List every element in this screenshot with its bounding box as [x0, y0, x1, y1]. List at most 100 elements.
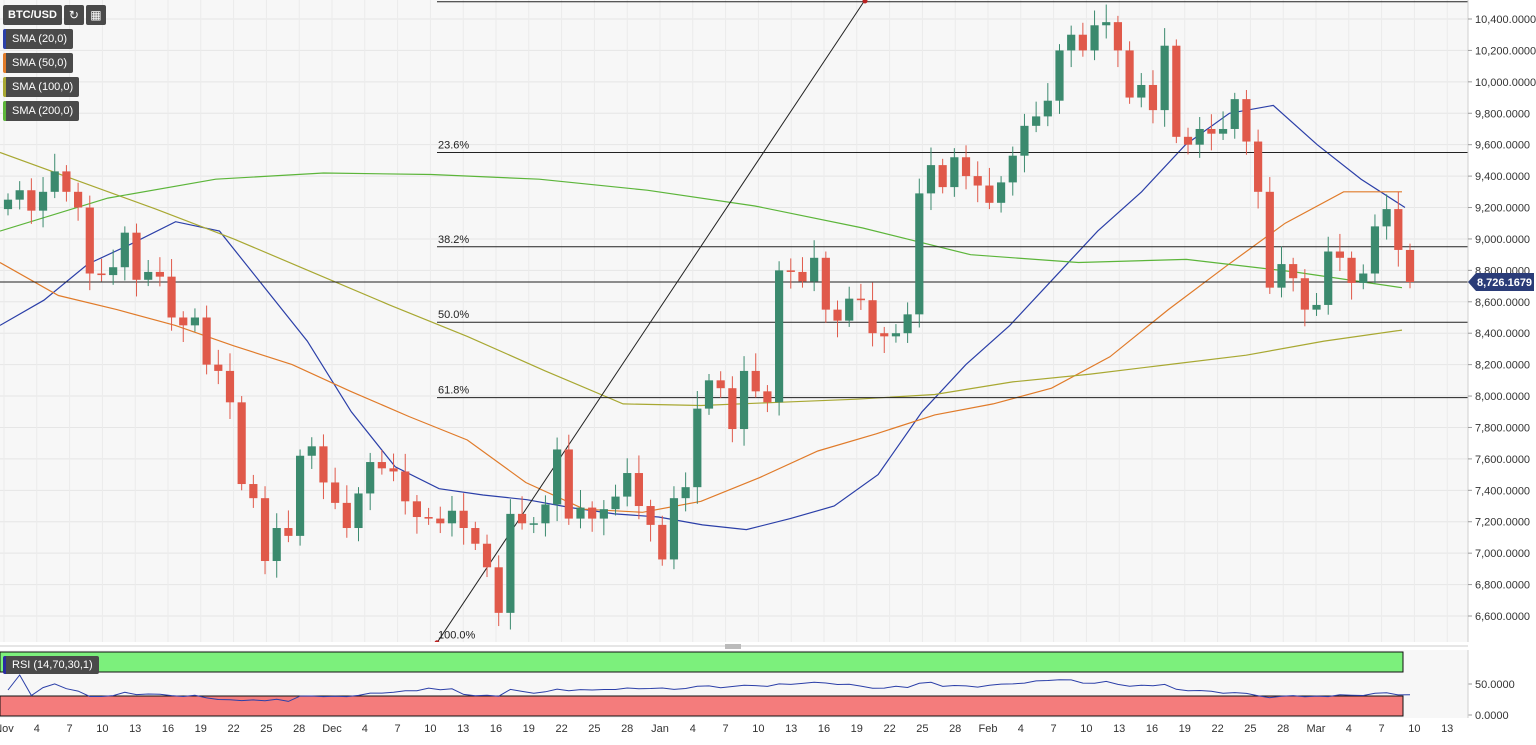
time-tick-label: Mar: [1307, 723, 1326, 735]
candle-body: [798, 271, 807, 282]
indicator-label: SMA (100,0): [3, 77, 80, 97]
candle-body: [132, 232, 141, 280]
candle-body: [576, 507, 585, 519]
price-tick-label: 7,400.0000: [1475, 485, 1530, 497]
time-tick-label: 7: [723, 723, 729, 735]
fibonacci-level-label: 61.8%: [438, 385, 469, 397]
indicator-sma20[interactable]: SMA (20,0): [3, 29, 106, 49]
time-tick-label: 22: [883, 723, 895, 735]
candle-body: [985, 185, 994, 203]
moving-average-line: [0, 172, 1403, 289]
price-tick-label: 7,600.0000: [1475, 454, 1530, 466]
candle-body: [611, 496, 620, 510]
time-tick-label: 4: [34, 723, 40, 735]
candlesticks: [3, 4, 1415, 630]
indicator-sma100[interactable]: SMA (100,0): [3, 77, 106, 97]
indicator-sma50[interactable]: SMA (50,0): [3, 53, 106, 73]
candle-body: [973, 176, 982, 186]
time-tick-label: 7: [395, 723, 401, 735]
candle-body: [1335, 251, 1344, 258]
candle-body: [751, 370, 760, 392]
candle-body: [1148, 84, 1158, 111]
candle-body: [646, 506, 655, 525]
candle-body: [950, 157, 959, 188]
candle-body: [389, 468, 398, 472]
candle-body: [377, 462, 386, 469]
candle-body: [1359, 273, 1368, 283]
candle-body: [50, 171, 59, 192]
candle-body: [821, 257, 830, 310]
time-tick-label: 22: [227, 723, 239, 735]
candle-body: [541, 504, 550, 524]
candle-body: [62, 171, 71, 192]
candle-body: [1394, 209, 1403, 250]
candle-body: [1195, 128, 1204, 145]
candle-body: [436, 518, 445, 524]
rsi-overbought-zone: [0, 651, 1404, 673]
time-tick-label: 4: [1346, 723, 1352, 735]
time-tick-label: 4: [690, 723, 696, 735]
time-tick-label: 19: [195, 723, 207, 735]
time-tick-label: 10: [1408, 723, 1420, 735]
candle-body: [1008, 155, 1017, 183]
candle-body: [27, 190, 36, 211]
rsi-indicator-label[interactable]: RSI (14,70,30,1): [3, 656, 99, 674]
candle-body: [179, 317, 188, 326]
time-tick-label: 10: [1080, 723, 1092, 735]
candle-body: [331, 482, 340, 503]
candle-body: [1265, 191, 1274, 288]
candle-body: [3, 199, 13, 210]
time-axis[interactable]: Nov 4 7 10 13 16 19 22 25 28 Dec 4 7 10 13 16 19 22 25 28 Ja…: [0, 723, 1453, 735]
time-tick-label: 25: [260, 723, 272, 735]
candle-body: [109, 267, 118, 276]
price-tick-label: 10,400.0000: [1475, 14, 1536, 26]
time-tick-label: 28: [293, 723, 305, 735]
candle-body: [891, 333, 901, 337]
time-tick-label: 16: [1146, 723, 1158, 735]
current-price-tag: [1468, 272, 1534, 291]
time-tick-label: 4: [362, 723, 368, 735]
candle-body: [938, 165, 947, 188]
candle-body: [1207, 128, 1216, 134]
candle-body: [996, 182, 1006, 203]
candle-body: [214, 364, 223, 371]
candle-body: [401, 471, 410, 502]
candle-body: [564, 449, 573, 519]
time-tick-label: 13: [129, 723, 141, 735]
price-tick-label: 8,600.0000: [1475, 297, 1530, 309]
refresh-icon[interactable]: ↻: [63, 5, 84, 25]
candle-body: [1218, 128, 1228, 134]
candle-body: [810, 257, 819, 282]
candle-body: [447, 510, 457, 524]
candle-body: [342, 502, 351, 529]
candle-body: [1312, 304, 1321, 310]
price-axis[interactable]: 10,400.0000 10,200.0000 10,000.0000 9,800.0…: [1467, 0, 1536, 642]
moving-average-line: [0, 104, 1406, 531]
price-tick-label: 9,000.0000: [1475, 234, 1530, 246]
candle-body: [868, 300, 877, 334]
price-tick-label: 9,600.0000: [1475, 140, 1530, 152]
candle-body: [1382, 209, 1391, 227]
indicator-label: SMA (50,0): [3, 53, 74, 73]
indicator-sma200[interactable]: SMA (200,0): [3, 101, 106, 121]
symbol-label[interactable]: BTC/USD: [3, 5, 62, 25]
calendar-icon[interactable]: ▦: [85, 5, 106, 25]
time-tick-label: 22: [1211, 723, 1223, 735]
time-tick-label: 16: [490, 723, 502, 735]
time-tick-label: Jan: [651, 723, 669, 735]
price-tick-label: 10,200.0000: [1475, 45, 1536, 57]
candle-body: [926, 165, 936, 194]
candle-body: [1160, 45, 1169, 111]
indicator-label: SMA (200,0): [3, 101, 80, 121]
fibonacci-level-label: 38.2%: [438, 234, 469, 246]
fibonacci-anchor-point: [862, 0, 868, 4]
time-tick-label: 19: [851, 723, 863, 735]
candle-body: [1300, 278, 1309, 310]
candle-body: [599, 509, 608, 519]
candle-body: [1043, 100, 1052, 117]
candle-body: [1102, 22, 1111, 26]
candle-body: [1090, 25, 1099, 51]
candle-body: [845, 298, 854, 321]
candle-body: [366, 462, 375, 494]
